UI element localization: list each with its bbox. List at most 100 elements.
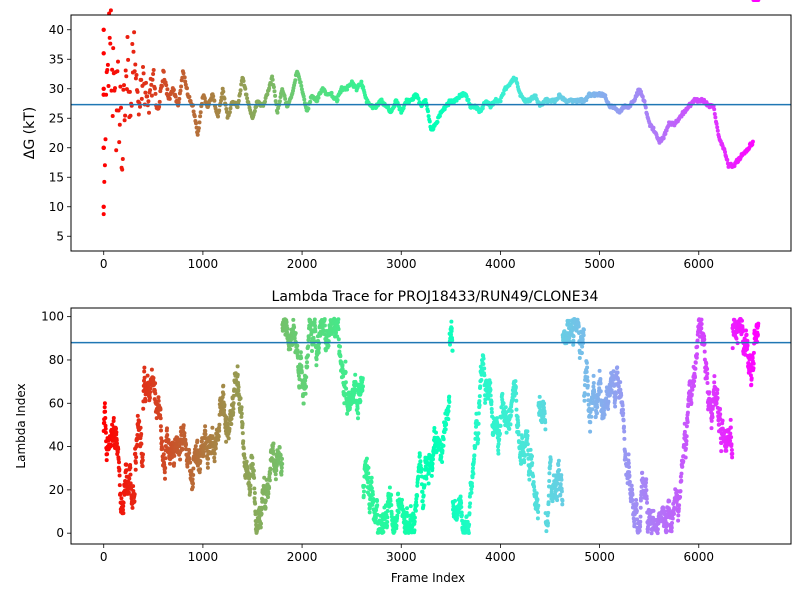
lambda-point (616, 377, 620, 382)
lambda-point (649, 531, 654, 536)
lambda-point (692, 384, 696, 388)
lambda-point (336, 327, 341, 332)
dg-point (133, 62, 138, 67)
lambda-point (239, 414, 244, 419)
lambda-point (116, 447, 121, 452)
lambda-point (728, 438, 733, 443)
lambda-point (684, 442, 689, 447)
lambda-point (728, 425, 733, 430)
lambda-point (156, 398, 161, 403)
lambda-point (119, 496, 124, 501)
dg-point (211, 94, 216, 99)
lambda-point (555, 498, 560, 503)
lambda-point (181, 423, 186, 428)
lambda-point (424, 476, 429, 481)
lambda-point (116, 457, 121, 462)
dg-point (116, 59, 120, 64)
lambda-point (747, 357, 752, 362)
dg-point (270, 77, 275, 82)
lambda-point (744, 328, 748, 333)
dg-point (179, 84, 184, 89)
lambda-y-ticks: 0 20 40 60 80 100 (41, 310, 71, 540)
lambda-point (627, 479, 632, 484)
dg-point (161, 69, 166, 74)
dg-point (316, 95, 321, 100)
dg-point (299, 87, 304, 92)
dg-point (147, 110, 151, 115)
lambda-point (367, 510, 372, 515)
dg-point (177, 96, 182, 101)
dg-point (128, 113, 133, 118)
lambda-point (263, 498, 268, 503)
lambda-point (693, 375, 697, 380)
lambda-point (361, 493, 366, 498)
lambda-point (366, 465, 371, 470)
lambda-point (526, 452, 530, 457)
dg-point (635, 92, 640, 97)
dg-point (277, 99, 282, 104)
lambda-point (749, 382, 754, 387)
dg-point (238, 88, 243, 93)
lambda-point (710, 404, 715, 409)
dg-point (254, 104, 259, 109)
dg-point (164, 83, 169, 88)
lambda-point (121, 504, 126, 509)
lambda-point (606, 407, 611, 411)
dg-point (167, 96, 172, 101)
lambda-point (187, 447, 191, 452)
lambda-point (535, 516, 540, 521)
lambda-point (158, 416, 163, 421)
lambda-point (370, 492, 375, 497)
lambda-point (639, 496, 643, 501)
lambda-point (135, 413, 140, 418)
dg-point (192, 114, 197, 119)
lambda-point (482, 366, 487, 371)
lambda-point (740, 329, 745, 334)
lambda-point (360, 388, 365, 393)
dg-point (121, 87, 126, 92)
lambda-point (559, 489, 564, 494)
lambda-point (419, 466, 424, 471)
lambda-point (201, 450, 206, 455)
lambda-point (443, 427, 448, 432)
lambda-point (110, 422, 115, 427)
lambda-point (729, 448, 734, 452)
lambda-point (190, 485, 195, 490)
lambda-point (240, 431, 245, 436)
lambda-point (366, 471, 371, 476)
lambda-point (638, 524, 643, 529)
lambda-point (426, 481, 431, 486)
lambda-point (530, 454, 534, 459)
dg-point (642, 99, 647, 104)
dg-point (221, 89, 226, 94)
lambda-point (639, 492, 644, 497)
lambda-point (749, 376, 754, 381)
lambda-point (678, 474, 683, 479)
lambda-point (242, 452, 247, 457)
x-tick-label: 2000 (287, 257, 318, 271)
lambda-point (670, 516, 675, 521)
dg-point (308, 99, 313, 104)
lambda-point (366, 480, 371, 485)
lambda-point (685, 410, 690, 415)
lambda-point (115, 441, 119, 446)
lambda-point (414, 500, 419, 505)
lambda-point (559, 473, 564, 478)
lambda-point (316, 350, 321, 355)
lambda-point (250, 455, 255, 460)
lambda-point (102, 405, 107, 410)
dg-point (126, 57, 131, 62)
lambda-point (623, 452, 628, 456)
lambda-x-ticks: 0 1000 2000 3000 4000 5000 6000 (100, 544, 714, 564)
lambda-point (672, 511, 676, 516)
lambda-point (252, 486, 257, 491)
lambda-point (740, 326, 745, 331)
lambda-point (241, 439, 246, 444)
lambda-point (638, 514, 643, 519)
dg-point (301, 94, 306, 99)
dg-point (165, 87, 170, 92)
lambda-point (334, 330, 338, 335)
lambda-point (470, 484, 475, 489)
lambda-point (103, 430, 108, 435)
lambda-point (446, 417, 451, 422)
